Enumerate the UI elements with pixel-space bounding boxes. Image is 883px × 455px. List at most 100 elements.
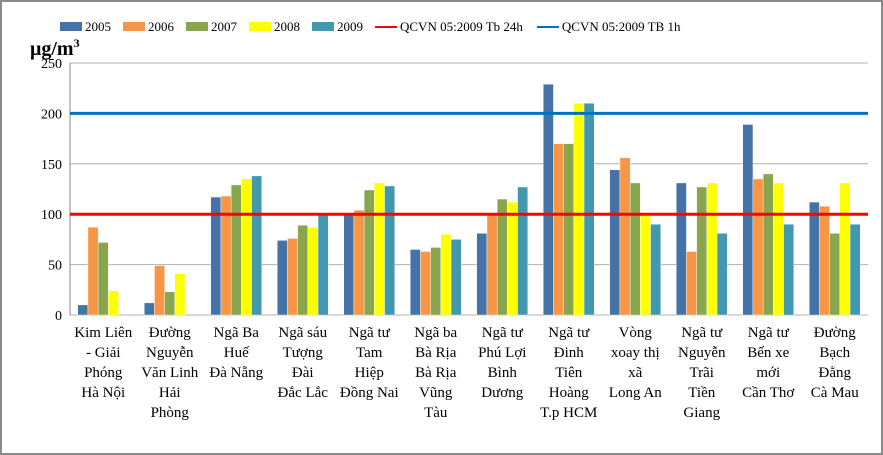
bar-2007 — [97, 242, 109, 316]
bar-2006 — [686, 251, 697, 316]
x-tick-label-line: xã — [628, 365, 643, 381]
bar-2005 — [609, 169, 621, 316]
bar-2009 — [849, 224, 861, 316]
bar-2007 — [430, 247, 442, 316]
bar-2007 — [363, 189, 375, 316]
bar-2008 — [573, 103, 585, 316]
bar-2009 — [251, 175, 262, 316]
bar-2009 — [317, 213, 329, 316]
x-tick-label-line: Vòng — [619, 325, 653, 341]
bar-2005 — [676, 182, 687, 316]
x-tick-label-line: Ngã sáu — [278, 325, 327, 341]
bars — [77, 83, 861, 316]
bar-2006 — [619, 157, 631, 316]
x-axis-labels: Kim Liên - Giải Phóng Hà Nội Đường Nguyễn Văn … — [74, 325, 859, 421]
bar-2005 — [476, 233, 488, 316]
x-tick-label-line: Tượng — [283, 345, 324, 361]
x-tick-label: Ngã tư Nguyễn Trãi Tiền Giang — [678, 325, 726, 421]
legend-label: QCVN 05:2009 Tb 24h — [400, 19, 523, 34]
x-tick-label-line: Kim Liên — [74, 325, 132, 341]
bar-2007 — [496, 198, 508, 316]
bar-2007 — [696, 186, 708, 316]
x-tick-label-line: Trãi — [690, 365, 714, 381]
x-tick-label-line: Vũng — [419, 385, 453, 401]
bar-2009 — [650, 224, 661, 316]
x-tick-label: Ngã tư Phú Lợi Bình Dương — [478, 325, 526, 401]
bar-2005 — [144, 302, 155, 316]
bar-2006 — [87, 227, 99, 316]
bar-2005 — [543, 83, 554, 316]
x-tick-label: Đường Bạch Đằng Cà Mau — [811, 325, 859, 401]
x-tick-label-line: Đà Nẵng — [209, 365, 263, 381]
bar-2008 — [773, 182, 784, 316]
x-tick-label-line: Bà Rịa — [415, 365, 457, 381]
x-tick-label-line: Huế — [224, 345, 249, 361]
legend-label: 2007 — [211, 19, 238, 34]
x-tick-label-line: Phòng — [151, 405, 190, 421]
x-tick-label-line: Đắc Lắc — [278, 385, 329, 401]
y-tick-label: 200 — [41, 107, 62, 122]
x-tick-label-line: Hoàng — [549, 385, 589, 401]
bar-2008 — [174, 273, 186, 316]
y-tick-label: 0 — [55, 309, 62, 324]
x-tick-label-line: Cà Mau — [811, 385, 859, 401]
bar-2006 — [486, 215, 498, 316]
x-tick-label: Đường Nguyễn Văn Linh Hải Phòng — [141, 325, 199, 421]
x-tick-label: Ngã tư Bến xe mới Cần Thơ — [742, 325, 795, 401]
x-tick-label: Ngã tư Đinh Tiên Hoàng T.p HCM — [540, 325, 597, 421]
x-tick-label: Ngã Ba Huế Đà Nẵng — [209, 325, 263, 381]
legend-swatch — [60, 22, 82, 31]
bar-2006 — [353, 209, 365, 316]
legend: 2005 2006 2007 2008 2009 QCVN 05:2009 Tb 24h Q… — [60, 19, 681, 34]
reference-lines — [70, 111, 868, 216]
x-tick-label-line: mới — [756, 365, 780, 381]
y-tick-label: 100 — [41, 208, 62, 223]
x-tick-label-line: Nguyễn — [146, 345, 194, 361]
bar-2009 — [716, 233, 728, 316]
y-axis-label: μg/m3 — [30, 36, 80, 60]
bar-2006 — [154, 265, 165, 316]
bar-2007 — [563, 143, 575, 316]
bar-2008 — [241, 178, 252, 316]
bar-2007 — [230, 184, 242, 316]
legend-label: QCVN 05:2009 TB 1h — [562, 19, 681, 34]
legend-label: 2005 — [85, 19, 111, 34]
x-tick-label: Ngã sáu Tượng Đài Đắc Lắc — [278, 325, 329, 401]
legend-swatch — [312, 22, 334, 31]
x-tick-label-line: Tam — [356, 345, 383, 361]
bar-2009 — [517, 186, 528, 316]
bar-2009 — [783, 224, 794, 316]
x-tick-label: Ngã ba Bà Rịa Bà Rịa Vũng Tàu — [414, 325, 457, 421]
x-tick-label-line: Ngã Ba — [214, 325, 260, 341]
x-tick-label-line: xoay thị — [611, 345, 660, 361]
x-tick-label-line: T.p HCM — [540, 405, 597, 421]
x-tick-label-line: Ngã tư — [748, 325, 790, 341]
x-tick-label-line: Phóng — [84, 365, 123, 381]
x-tick-label-line: Bình — [488, 365, 518, 381]
x-tick-label-line: Bạch — [819, 345, 850, 361]
x-tick-label-line: Phú Lợi — [478, 345, 526, 361]
x-tick-label-line: - Giải — [86, 345, 121, 361]
x-tick-label-line: Ngã ba — [414, 325, 457, 341]
y-axis-label-text: μg/m — [30, 38, 74, 60]
x-tick-label-line: Ngã tư — [349, 325, 391, 341]
x-tick-label: Kim Liên - Giải Phóng Hà Nội — [74, 325, 132, 401]
bar-2006 — [553, 143, 564, 316]
bar-2005 — [410, 249, 421, 316]
bar-2005 — [277, 240, 288, 316]
bar-2008 — [706, 182, 718, 316]
legend-label: 2009 — [337, 19, 363, 34]
bar-2006 — [420, 251, 431, 316]
bar-2008 — [640, 215, 651, 316]
bar-2007 — [762, 173, 774, 316]
legend-label: 2008 — [274, 19, 300, 34]
bar-2005 — [343, 213, 355, 316]
bar-2007 — [297, 225, 309, 316]
bar-2008 — [108, 290, 119, 316]
bar-2009 — [583, 103, 595, 316]
bar-2007 — [829, 233, 841, 316]
y-tick-label: 50 — [48, 259, 62, 274]
x-tick-label-line: Ngã tư — [548, 325, 590, 341]
